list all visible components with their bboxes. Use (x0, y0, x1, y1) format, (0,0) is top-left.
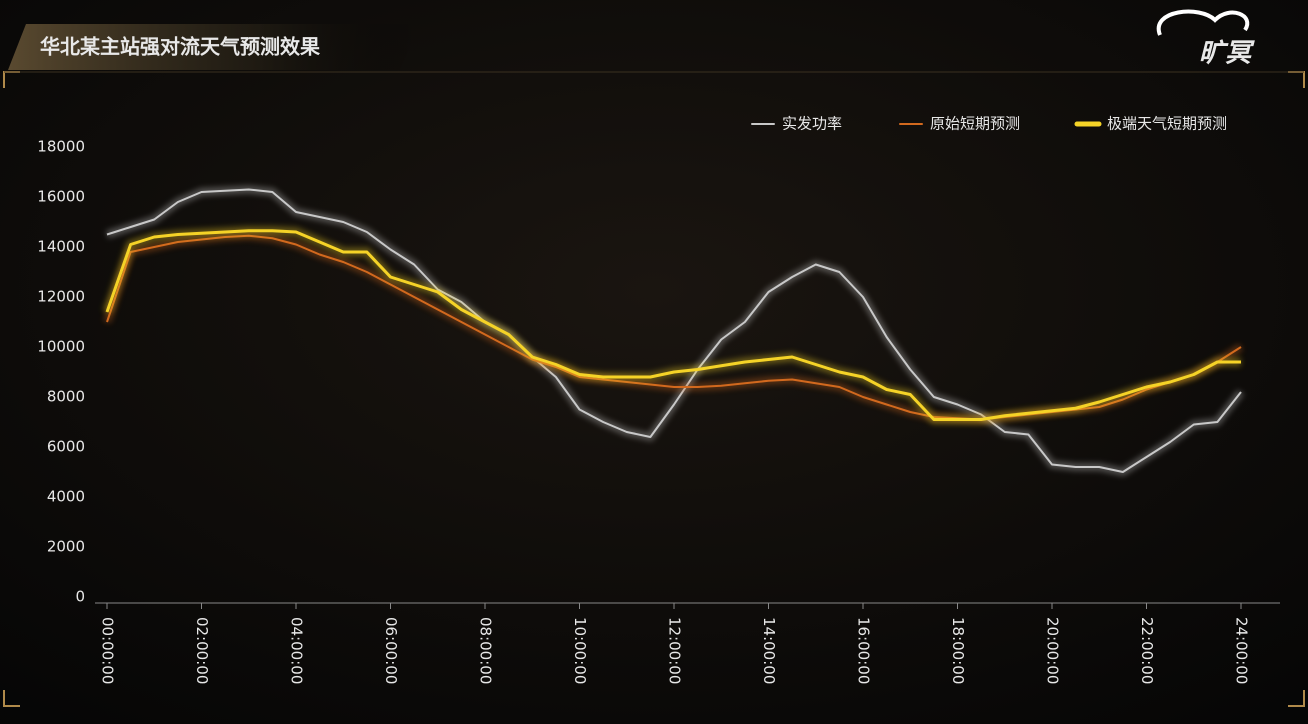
x-tick-label: 00:00:00 (99, 617, 117, 684)
x-tick-label: 02:00:00 (193, 617, 211, 684)
series-line (105, 229, 1241, 421)
logo-icon (1156, 9, 1250, 36)
x-tick-label: 16:00:00 (855, 617, 873, 684)
legend-label: 极端天气短期预测 (1107, 115, 1227, 133)
y-tick-label: 10000 (37, 338, 85, 356)
title-bar (8, 24, 420, 70)
y-tick-label: 8000 (47, 388, 85, 406)
x-tick-label: 04:00:00 (288, 617, 306, 684)
x-tick-label: 14:00:00 (760, 617, 778, 684)
legend-label: 实发功率 (782, 115, 842, 133)
x-tick-label: 18:00:00 (949, 617, 967, 684)
y-tick-label: 6000 (47, 438, 85, 456)
x-tick-label: 08:00:00 (477, 617, 495, 684)
logo: 旷冥 (1199, 39, 1255, 69)
x-tick-label: 20:00:00 (1044, 617, 1062, 684)
y-tick-label: 14000 (37, 238, 85, 256)
x-tick-label: 06:00:00 (382, 617, 400, 684)
y-tick-label: 4000 (47, 488, 85, 506)
chart-title: 华北某主站强对流天气预测效果 (40, 35, 320, 59)
y-tick-label: 2000 (47, 538, 85, 556)
x-tick-label: 12:00:00 (666, 617, 684, 684)
y-tick-label: 16000 (37, 188, 85, 206)
plot: 0 2000 4000 6000 8000 10000 12000 14000 16000 180… (37, 115, 1280, 684)
y-tick-label: 0 (75, 588, 85, 606)
y-tick-label: 18000 (37, 138, 85, 156)
x-tick-label: 10:00:00 (571, 617, 589, 684)
x-tick-label: 24:00:00 (1233, 617, 1251, 684)
x-tick-label: 22:00:00 (1138, 617, 1156, 684)
y-tick-label: 12000 (37, 288, 85, 306)
legend-label: 原始短期预测 (930, 115, 1020, 133)
series-line (106, 188, 1242, 473)
